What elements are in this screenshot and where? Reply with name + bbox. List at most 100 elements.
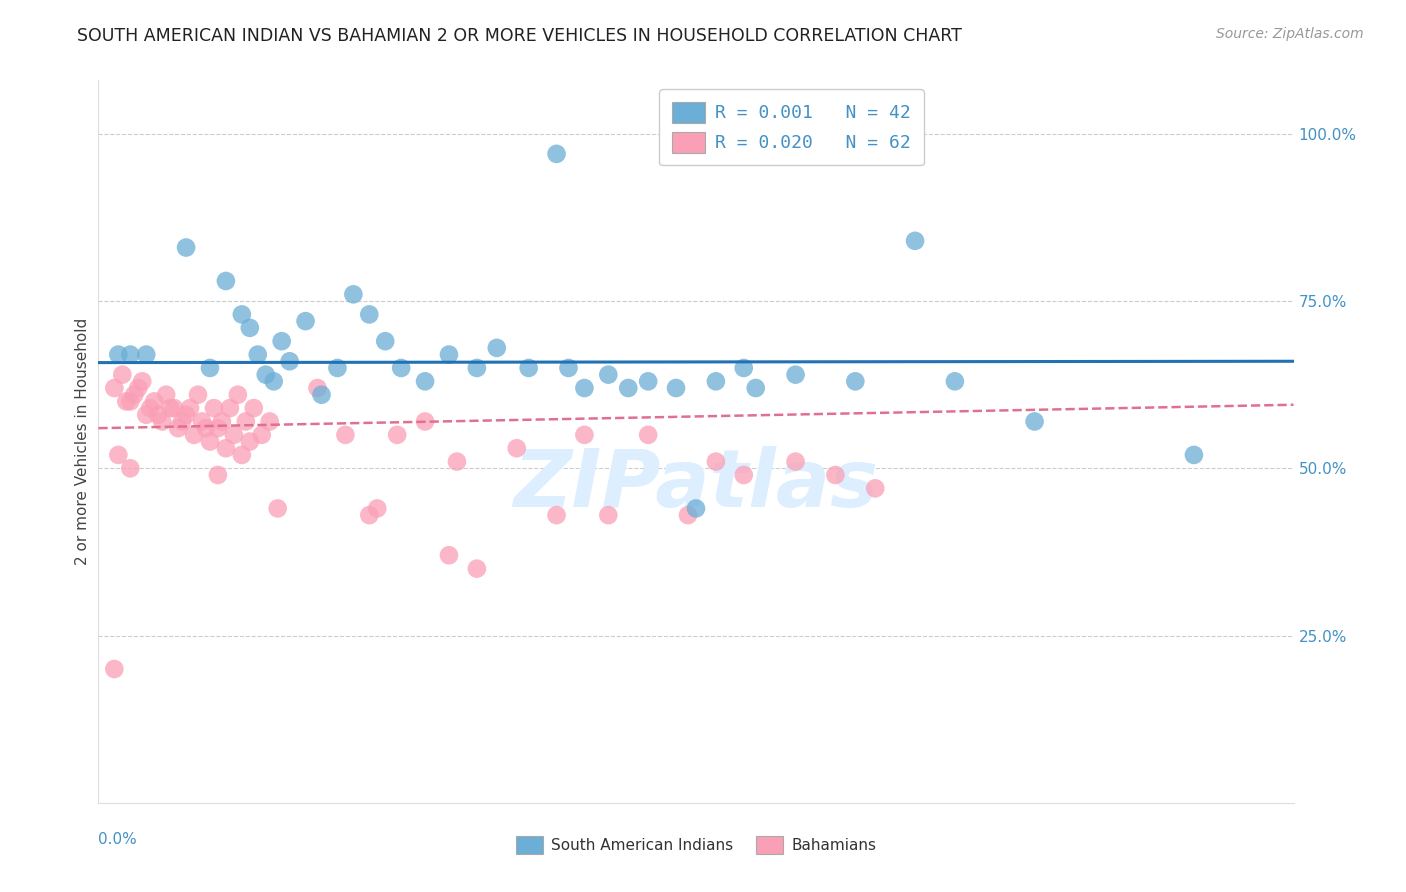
Point: [385, 427, 409, 442]
Point: [246, 348, 269, 362]
Text: 0.0%: 0.0%: [98, 831, 138, 847]
Point: [546, 508, 568, 523]
Point: [665, 381, 688, 395]
Point: [107, 348, 129, 362]
Point: [143, 394, 166, 409]
Point: [202, 401, 225, 416]
Point: [174, 241, 197, 255]
Point: [111, 368, 134, 382]
Point: [413, 375, 436, 389]
Point: [135, 348, 157, 362]
Point: [1024, 414, 1046, 429]
Point: [637, 375, 659, 389]
Point: [943, 375, 966, 389]
Point: [342, 287, 364, 301]
Point: [150, 414, 173, 429]
Point: [506, 442, 529, 455]
Point: [207, 467, 229, 482]
Point: [215, 442, 238, 455]
Point: [598, 508, 620, 523]
Point: [120, 348, 142, 362]
Point: [103, 662, 125, 676]
Point: [733, 467, 755, 482]
Point: [270, 334, 292, 349]
Point: [267, 501, 290, 516]
Point: [183, 427, 205, 442]
Legend: South American Indians, Bahamians: South American Indians, Bahamians: [510, 830, 882, 860]
Point: [195, 421, 218, 435]
Point: [437, 548, 460, 563]
Point: [824, 467, 846, 482]
Point: [574, 427, 596, 442]
Point: [259, 414, 281, 429]
Point: [215, 274, 238, 288]
Point: [294, 314, 316, 328]
Point: [187, 387, 209, 401]
Point: [107, 448, 129, 462]
Point: [685, 501, 707, 516]
Point: [366, 501, 388, 516]
Point: [733, 361, 755, 376]
Point: [465, 562, 488, 576]
Point: [546, 147, 568, 161]
Point: [437, 348, 460, 362]
Point: [131, 375, 153, 389]
Point: [359, 307, 381, 322]
Point: [219, 401, 242, 416]
Point: [637, 427, 659, 442]
Point: [198, 361, 221, 376]
Point: [179, 401, 201, 416]
Point: [598, 368, 620, 382]
Point: [485, 341, 508, 355]
Point: [374, 334, 396, 349]
Point: [785, 455, 807, 469]
Y-axis label: 2 or more Vehicles in Household: 2 or more Vehicles in Household: [75, 318, 90, 566]
Point: [239, 434, 262, 449]
Point: [359, 508, 381, 523]
Point: [413, 414, 436, 429]
Point: [191, 414, 214, 429]
Point: [263, 375, 285, 389]
Point: [465, 361, 488, 376]
Point: [115, 394, 138, 409]
Point: [389, 361, 412, 376]
Point: [120, 461, 142, 475]
Point: [335, 427, 357, 442]
Point: [243, 401, 266, 416]
Point: [278, 354, 301, 368]
Point: [844, 375, 866, 389]
Point: [557, 361, 579, 376]
Point: [446, 455, 468, 469]
Point: [235, 414, 257, 429]
Point: [207, 421, 229, 435]
Point: [222, 427, 245, 442]
Point: [865, 482, 887, 496]
Point: [231, 307, 253, 322]
Point: [103, 381, 125, 395]
Point: [231, 448, 253, 462]
Point: [254, 368, 277, 382]
Point: [311, 387, 333, 401]
Point: [135, 408, 157, 422]
Point: [159, 401, 181, 416]
Point: [785, 368, 807, 382]
Text: SOUTH AMERICAN INDIAN VS BAHAMIAN 2 OR MORE VEHICLES IN HOUSEHOLD CORRELATION CH: SOUTH AMERICAN INDIAN VS BAHAMIAN 2 OR M…: [77, 27, 962, 45]
Point: [704, 375, 727, 389]
Text: Source: ZipAtlas.com: Source: ZipAtlas.com: [1216, 27, 1364, 41]
Point: [172, 414, 194, 429]
Point: [174, 408, 197, 422]
Point: [904, 234, 927, 248]
Point: [148, 408, 170, 422]
Text: ZIPatlas: ZIPatlas: [513, 446, 879, 524]
Point: [704, 455, 727, 469]
Point: [250, 427, 273, 442]
Point: [167, 421, 190, 435]
Point: [124, 387, 146, 401]
Point: [163, 401, 186, 416]
Point: [139, 401, 162, 416]
Point: [226, 387, 249, 401]
Point: [517, 361, 540, 376]
Point: [127, 381, 149, 395]
Point: [1182, 448, 1205, 462]
Point: [120, 394, 142, 409]
